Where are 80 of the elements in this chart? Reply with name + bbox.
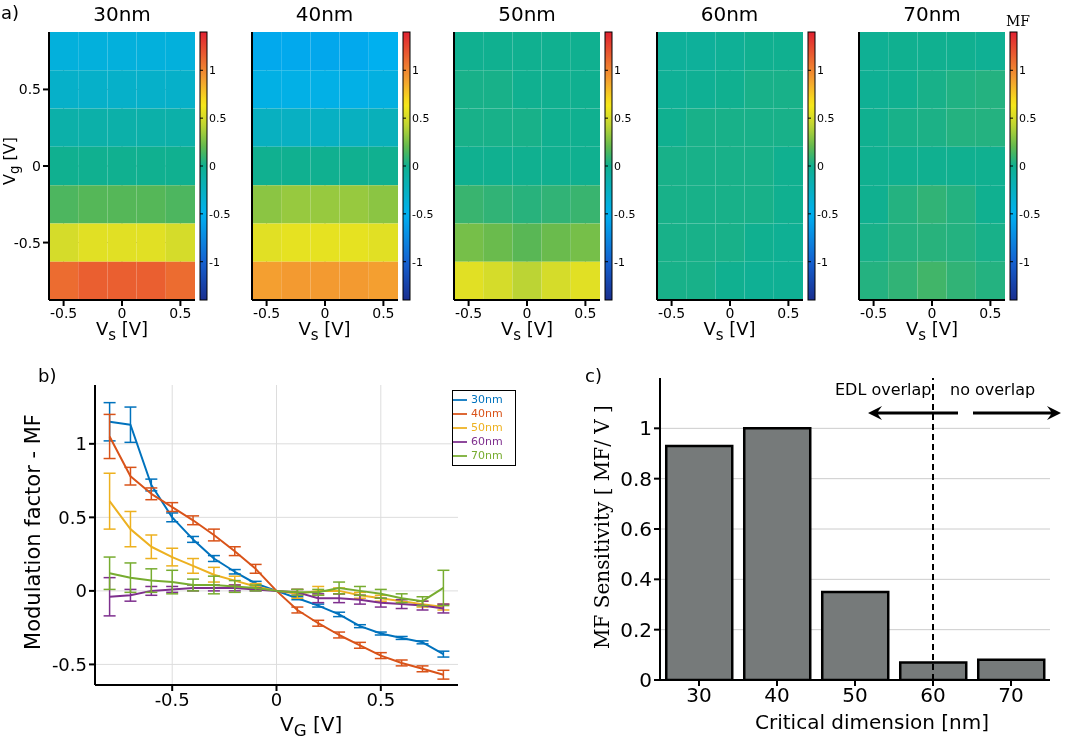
color-bar-label: -1 <box>209 255 220 269</box>
x-tick-label: 0.5 <box>169 304 192 321</box>
x-axis-title: V$_{s}$ [V] <box>298 318 351 344</box>
x-axis-title: V$_{s}$ [V] <box>95 318 149 344</box>
color-bar-label: 0 <box>1019 160 1026 173</box>
x-tick-label: -0.5 <box>252 304 280 321</box>
x-tick-label: 0.5 <box>979 304 1002 321</box>
x-tick-label: 0 <box>927 304 937 321</box>
annotation: EDL overlap <box>835 380 932 399</box>
color-bar-label: -1 <box>614 255 625 269</box>
x-tick-label: 0 <box>270 688 283 710</box>
legend-label: 60nm <box>471 435 503 448</box>
text: a) <box>1 2 20 23</box>
color-bar-label: 1 <box>1019 64 1026 78</box>
x-axis-title: Critical dimension [nm] <box>755 710 990 734</box>
y-tick-label: 0.8 <box>620 466 652 491</box>
color-bar-label: -0.5 <box>816 207 838 221</box>
color-bar-label: 1 <box>816 64 824 78</box>
color-bar-label: -0.5 <box>411 207 433 221</box>
x-tick-label: 50 <box>842 683 868 708</box>
text: b) <box>38 365 57 386</box>
color-bar-label: 0.5 <box>1019 112 1037 126</box>
y-tick-label: 0 <box>75 580 87 602</box>
color-bar-label: 0.5 <box>816 112 834 126</box>
color-bar-label: 0 <box>209 160 216 173</box>
x-axis-title: V$_{s}$ [V] <box>500 318 554 344</box>
chart-title: 40nm <box>294 2 355 26</box>
chart-title: 70nm <box>902 2 962 26</box>
x-tick-label: 0 <box>117 304 127 321</box>
chart-title: 60nm <box>699 2 760 26</box>
y-tick-label: -0.5 <box>13 234 41 251</box>
x-tick-label: 70 <box>998 683 1024 708</box>
annotation: no overlap <box>950 380 1036 399</box>
y-axis-title: MF Sensitivity [ MF/ V ] <box>589 405 614 649</box>
x-tick-label: 0 <box>522 304 532 321</box>
y-tick-label: 1 <box>639 416 652 441</box>
y-tick-label: 1 <box>75 433 87 455</box>
y-tick-label: -0.5 <box>51 653 87 675</box>
color-bar-label: -0.5 <box>1019 207 1041 221</box>
x-axis-title: V$_{G}$ [V] <box>280 712 343 740</box>
color-bar-label: 1 <box>209 64 216 78</box>
x-tick-label: -0.5 <box>859 304 888 321</box>
y-tick-label: 0.2 <box>620 617 652 642</box>
y-tick-label: 0.5 <box>18 81 41 98</box>
legend-label: 50nm <box>471 421 503 434</box>
x-tick-label: 60 <box>920 683 946 708</box>
y-tick-label: 0.5 <box>58 506 87 528</box>
color-bar-title: MF <box>1006 13 1031 29</box>
y-tick-label: 0.6 <box>620 517 652 542</box>
x-tick-label: 0 <box>320 304 329 321</box>
legend-label: 30nm <box>471 393 503 406</box>
color-bar-label: 0 <box>411 160 419 173</box>
x-tick-label: 0 <box>725 304 734 321</box>
color-bar-label: 0 <box>816 160 824 173</box>
x-axis-title: V$_{s}$ [V] <box>905 318 959 344</box>
x-tick-label: 0.5 <box>366 688 396 710</box>
x-tick-label: 0.5 <box>371 304 395 321</box>
y-tick-label: 0.4 <box>620 567 652 592</box>
color-bar-label: -1 <box>816 255 828 269</box>
color-bar-label: -0.5 <box>209 207 231 221</box>
color-bar-label: 1 <box>411 64 419 78</box>
color-bar-label: 0.5 <box>209 112 227 126</box>
x-tick-label: 0.5 <box>776 304 800 321</box>
x-axis-title: V$_{s}$ [V] <box>703 318 756 344</box>
x-tick-label: -0.5 <box>454 304 483 321</box>
color-bar-label: -1 <box>1019 255 1030 269</box>
legend-label: 70nm <box>471 449 503 462</box>
color-bar-label: -1 <box>411 255 423 269</box>
text: c) <box>585 365 602 386</box>
chart-title: 50nm <box>497 2 557 26</box>
x-tick-label: 0.5 <box>574 304 597 321</box>
x-tick-label: -0.5 <box>657 304 685 321</box>
x-tick-label: 40 <box>764 683 790 708</box>
legend-label: 40nm <box>471 407 503 420</box>
y-tick-label: 0 <box>32 157 41 174</box>
color-bar-label: 0.5 <box>411 112 429 126</box>
chart-title: 30nm <box>92 2 152 26</box>
x-tick-label: -0.5 <box>154 688 190 710</box>
x-tick-label: 30 <box>686 683 712 708</box>
y-axis-title: Modulation factor - MF <box>20 414 45 650</box>
